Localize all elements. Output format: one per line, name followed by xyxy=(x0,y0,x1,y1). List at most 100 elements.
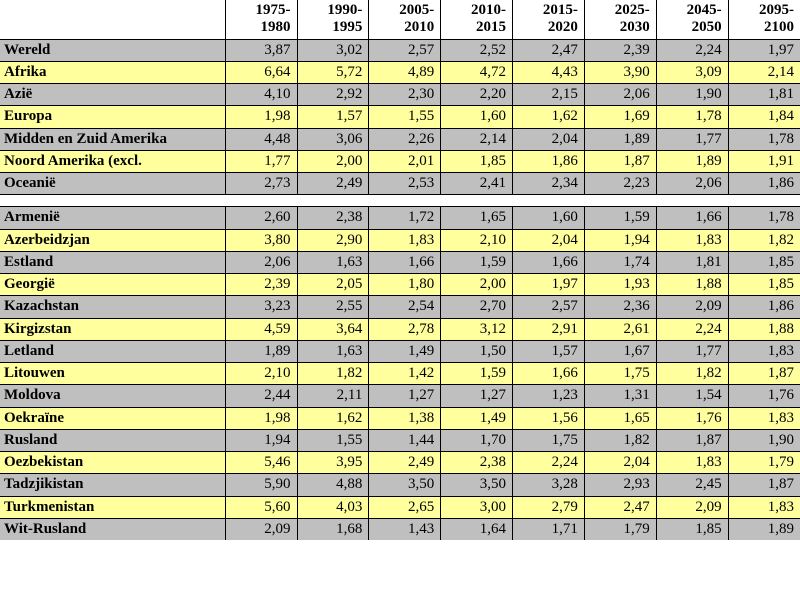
header-col: 2095-2100 xyxy=(728,0,800,39)
cell-value: 2,34 xyxy=(513,173,585,195)
cell-value: 1,65 xyxy=(584,407,656,429)
cell-value: 1,97 xyxy=(728,39,800,61)
cell-value: 3,28 xyxy=(513,474,585,496)
cell-value: 2,05 xyxy=(297,274,369,296)
table-row: Midden en Zuid Amerika4,483,062,262,142,… xyxy=(0,128,800,150)
cell-value: 1,87 xyxy=(656,429,728,451)
cell-value: 2,06 xyxy=(584,84,656,106)
cell-value: 2,93 xyxy=(584,474,656,496)
table-row: Wereld3,873,022,572,522,472,392,241,97 xyxy=(0,39,800,61)
cell-value: 1,57 xyxy=(297,106,369,128)
cell-value: 1,98 xyxy=(225,407,297,429)
header-col: 2045-2050 xyxy=(656,0,728,39)
cell-value: 2,10 xyxy=(441,229,513,251)
cell-value: 2,06 xyxy=(225,251,297,273)
cell-value: 3,80 xyxy=(225,229,297,251)
cell-value: 1,82 xyxy=(584,429,656,451)
cell-value: 1,83 xyxy=(369,229,441,251)
cell-value: 1,90 xyxy=(728,429,800,451)
cell-value: 1,77 xyxy=(656,128,728,150)
cell-value: 3,00 xyxy=(441,496,513,518)
cell-value: 1,62 xyxy=(513,106,585,128)
row-label: Afrika xyxy=(0,61,225,83)
cell-value: 1,59 xyxy=(441,363,513,385)
cell-value: 4,48 xyxy=(225,128,297,150)
cell-value: 1,87 xyxy=(728,474,800,496)
cell-value: 2,92 xyxy=(297,84,369,106)
table-row: Moldova2,442,111,271,271,231,311,541,76 xyxy=(0,385,800,407)
cell-value: 1,59 xyxy=(584,207,656,229)
header-col: 2010-2015 xyxy=(441,0,513,39)
cell-value: 1,79 xyxy=(584,518,656,540)
header-row: 1975-1980 1990-1995 2005-2010 2010-2015 … xyxy=(0,0,800,39)
cell-value: 1,49 xyxy=(441,407,513,429)
cell-value: 2,55 xyxy=(297,296,369,318)
cell-value: 2,01 xyxy=(369,150,441,172)
cell-value: 1,82 xyxy=(728,229,800,251)
cell-value: 1,63 xyxy=(297,340,369,362)
cell-value: 2,00 xyxy=(441,274,513,296)
cell-value: 2,23 xyxy=(584,173,656,195)
cell-value: 1,66 xyxy=(369,251,441,273)
cell-value: 1,66 xyxy=(513,251,585,273)
cell-value: 1,85 xyxy=(441,150,513,172)
cell-value: 2,04 xyxy=(584,452,656,474)
cell-value: 1,64 xyxy=(441,518,513,540)
table-row: Kirgizstan4,593,642,783,122,912,612,241,… xyxy=(0,318,800,340)
cell-value: 1,27 xyxy=(441,385,513,407)
cell-value: 1,83 xyxy=(728,407,800,429)
cell-value: 1,89 xyxy=(728,518,800,540)
cell-value: 2,04 xyxy=(513,128,585,150)
header-col: 2025-2030 xyxy=(584,0,656,39)
row-label: Litouwen xyxy=(0,363,225,385)
cell-value: 1,50 xyxy=(441,340,513,362)
table-row: Noord Amerika (excl.1,772,002,011,851,86… xyxy=(0,150,800,172)
cell-value: 1,85 xyxy=(656,518,728,540)
table-row: Azië4,102,922,302,202,152,061,901,81 xyxy=(0,84,800,106)
cell-value: 5,90 xyxy=(225,474,297,496)
table-row: Estland2,061,631,661,591,661,741,811,85 xyxy=(0,251,800,273)
cell-value: 1,42 xyxy=(369,363,441,385)
cell-value: 1,86 xyxy=(728,173,800,195)
row-label: Oceanië xyxy=(0,173,225,195)
cell-value: 1,87 xyxy=(584,150,656,172)
cell-value: 1,83 xyxy=(656,229,728,251)
row-label: Oekraïne xyxy=(0,407,225,429)
row-label: Wit-Rusland xyxy=(0,518,225,540)
cell-value: 1,98 xyxy=(225,106,297,128)
cell-value: 1,62 xyxy=(297,407,369,429)
cell-value: 4,89 xyxy=(369,61,441,83)
cell-value: 1,67 xyxy=(584,340,656,362)
cell-value: 1,88 xyxy=(728,318,800,340)
cell-value: 5,46 xyxy=(225,452,297,474)
cell-value: 4,03 xyxy=(297,496,369,518)
cell-value: 1,85 xyxy=(728,251,800,273)
cell-value: 1,70 xyxy=(441,429,513,451)
cell-value: 2,57 xyxy=(513,296,585,318)
cell-value: 1,88 xyxy=(656,274,728,296)
cell-value: 4,10 xyxy=(225,84,297,106)
cell-value: 2,47 xyxy=(584,496,656,518)
cell-value: 1,82 xyxy=(656,363,728,385)
row-label: Wereld xyxy=(0,39,225,61)
table-row: Europa1,981,571,551,601,621,691,781,84 xyxy=(0,106,800,128)
cell-value: 1,55 xyxy=(369,106,441,128)
cell-value: 1,80 xyxy=(369,274,441,296)
cell-value: 2,44 xyxy=(225,385,297,407)
row-label: Estland xyxy=(0,251,225,273)
cell-value: 1,93 xyxy=(584,274,656,296)
cell-value: 1,89 xyxy=(584,128,656,150)
cell-value: 1,75 xyxy=(513,429,585,451)
cell-value: 1,94 xyxy=(225,429,297,451)
cell-value: 2,00 xyxy=(297,150,369,172)
cell-value: 1,83 xyxy=(728,496,800,518)
cell-value: 1,49 xyxy=(369,340,441,362)
cell-value: 1,72 xyxy=(369,207,441,229)
cell-value: 3,09 xyxy=(656,61,728,83)
cell-value: 3,95 xyxy=(297,452,369,474)
cell-value: 3,12 xyxy=(441,318,513,340)
row-label: Europa xyxy=(0,106,225,128)
cell-value: 2,09 xyxy=(656,296,728,318)
cell-value: 2,90 xyxy=(297,229,369,251)
cell-value: 1,91 xyxy=(728,150,800,172)
